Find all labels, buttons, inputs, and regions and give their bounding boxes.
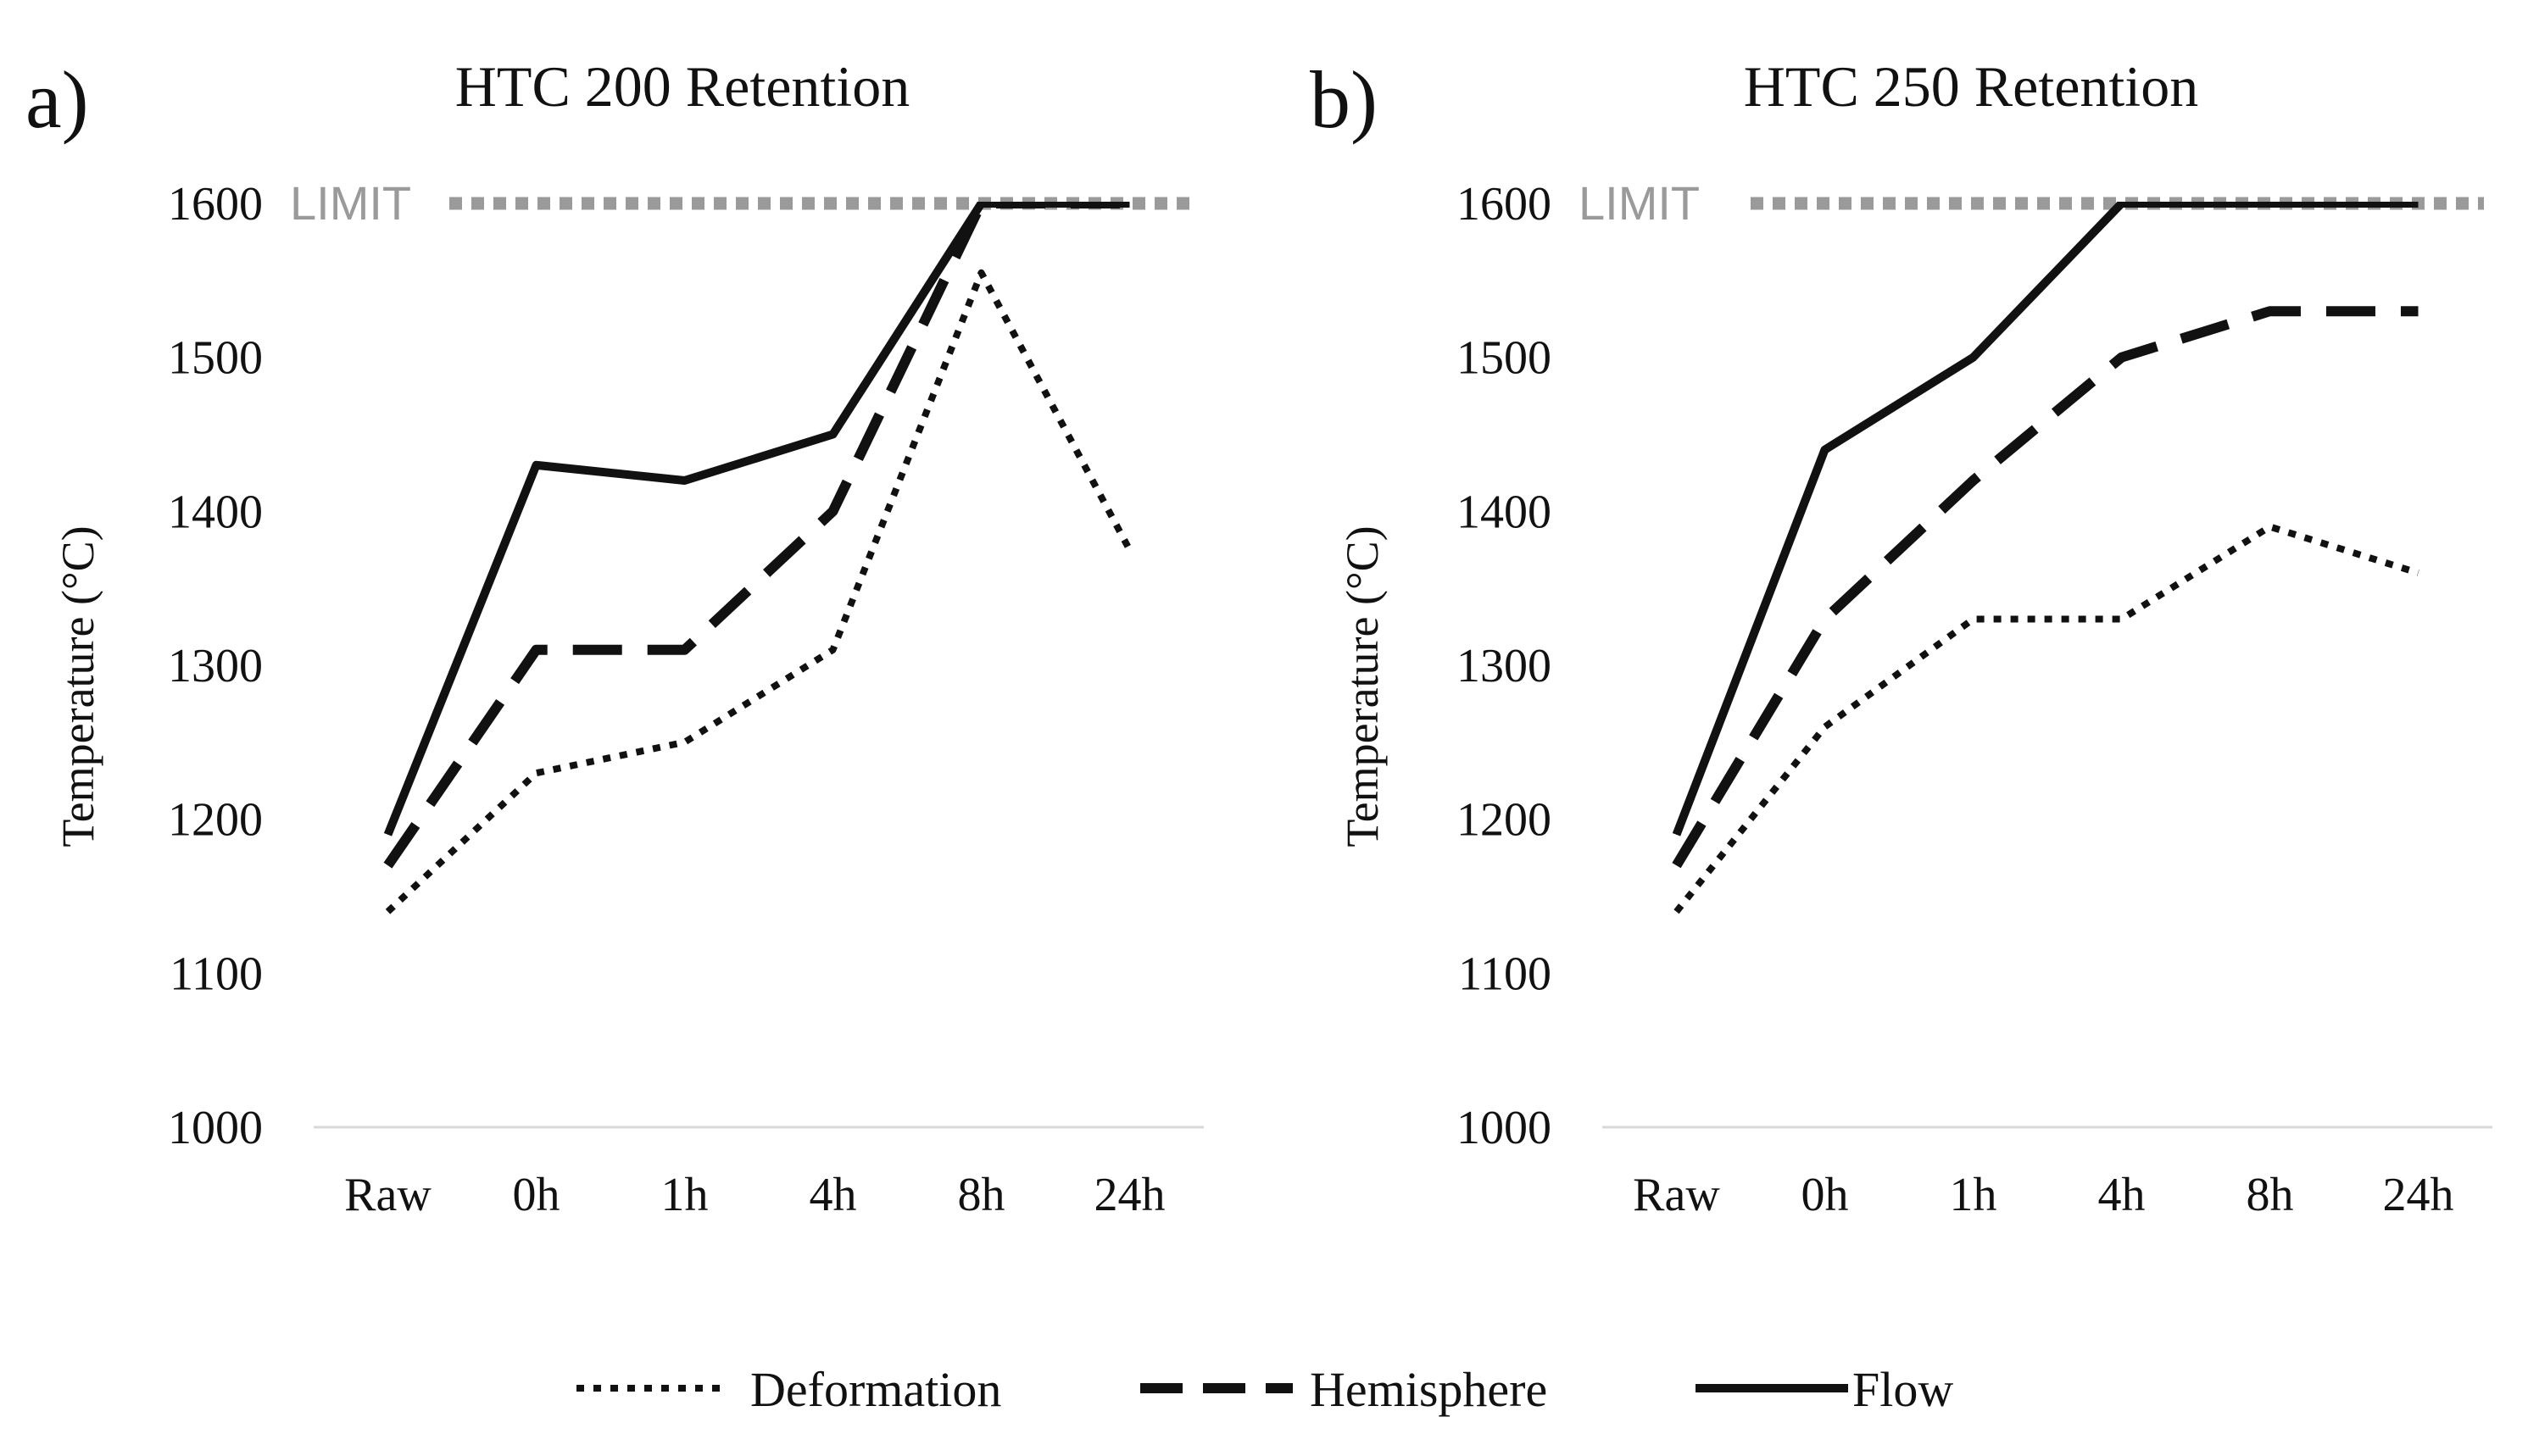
data-point	[385, 862, 392, 869]
y-axis-label: Temperature (°C)	[1337, 525, 1388, 847]
y-tick-label: 1300	[168, 640, 263, 692]
y-tick-label: 1200	[1456, 794, 1551, 847]
y-tick-label: 1000	[1456, 1102, 1551, 1154]
data-point	[682, 477, 688, 484]
series-line-flow	[1672, 202, 2419, 836]
data-point	[533, 770, 540, 776]
data-point	[978, 270, 985, 276]
series-line-flow	[383, 202, 1130, 836]
x-tick-label: 1h	[661, 1169, 709, 1221]
data-point	[385, 831, 392, 838]
series-line-hemisphere	[1672, 306, 2419, 869]
data-point	[1673, 909, 1680, 915]
x-tick-label: 0h	[1801, 1169, 1849, 1221]
y-tick-label: 1600	[1456, 178, 1551, 231]
x-tick-label: 8h	[958, 1169, 1005, 1221]
data-point	[385, 909, 392, 915]
data-point	[1673, 862, 1680, 869]
data-point	[533, 462, 540, 469]
data-point	[2415, 308, 2422, 314]
y-tick-label: 1500	[1456, 332, 1551, 385]
chart-panel-a: a) HTC 200 Retention Temperature (°C) 1000 1…	[25, 54, 1204, 1221]
y-tick-label: 1500	[168, 332, 263, 385]
limit-label: LIMIT	[290, 176, 411, 230]
legend-label: Deformation	[750, 1362, 1001, 1417]
legend: Deformation Hemisphere Flow	[576, 1362, 1953, 1417]
y-tick-label: 1100	[170, 948, 263, 1000]
x-tick-label: 24h	[1094, 1169, 1166, 1221]
data-point	[2415, 570, 2422, 576]
y-axis-label: Temperature (°C)	[53, 525, 103, 847]
panel-letter: a)	[25, 54, 89, 145]
data-point	[2267, 524, 2274, 531]
data-point	[533, 647, 540, 653]
chart-panel-b: b) HTC 250 Retention Temperature (°C) 1000 1…	[1310, 54, 2492, 1221]
x-tick-label: 24h	[2383, 1169, 2454, 1221]
legend-label: Hemisphere	[1310, 1362, 1547, 1417]
series-line-hemisphere	[383, 202, 1130, 869]
y-tick-label: 1400	[1456, 486, 1551, 538]
data-point	[2267, 308, 2274, 314]
data-point	[682, 739, 688, 746]
data-point	[978, 200, 985, 207]
x-tick-label: Raw	[344, 1169, 432, 1221]
chart-title: HTC 200 Retention	[455, 54, 910, 119]
data-point	[1673, 831, 1680, 838]
data-point	[830, 431, 837, 438]
data-point	[830, 508, 837, 514]
series-line-deformation	[385, 269, 1133, 914]
y-tick-label: 1300	[1456, 640, 1551, 692]
data-point	[2119, 354, 2125, 361]
data-point	[1127, 547, 1133, 553]
x-tick-label: Raw	[1633, 1169, 1720, 1221]
x-tick-label: 4h	[2098, 1169, 2146, 1221]
series-line-deformation	[1673, 523, 2419, 914]
y-tick-label: 1400	[168, 486, 263, 538]
data-point	[2415, 200, 2422, 207]
data-point	[2119, 616, 2125, 623]
x-tick-label: 8h	[2247, 1169, 2294, 1221]
y-tick-label: 1200	[168, 794, 263, 847]
data-point	[1822, 616, 1829, 623]
data-point	[2267, 200, 2274, 207]
data-point	[830, 647, 837, 653]
data-point	[1970, 616, 1977, 623]
x-tick-label: 4h	[810, 1169, 857, 1221]
data-point	[682, 647, 688, 653]
x-tick-label: 1h	[1950, 1169, 1997, 1221]
data-point	[1822, 447, 1829, 453]
data-point	[1822, 724, 1829, 731]
limit-label: LIMIT	[1579, 176, 1700, 230]
y-tick-label: 1600	[168, 178, 263, 231]
data-point	[2119, 200, 2125, 207]
data-point	[1970, 354, 1977, 361]
panel-letter: b)	[1310, 54, 1378, 145]
chart-title: HTC 250 Retention	[1744, 54, 2198, 119]
x-tick-label: 0h	[513, 1169, 560, 1221]
y-tick-label: 1000	[168, 1102, 263, 1154]
y-tick-label: 1100	[1458, 948, 1551, 1000]
data-point	[1127, 200, 1133, 207]
legend-label: Flow	[1852, 1362, 1953, 1417]
data-point	[1970, 477, 1977, 484]
